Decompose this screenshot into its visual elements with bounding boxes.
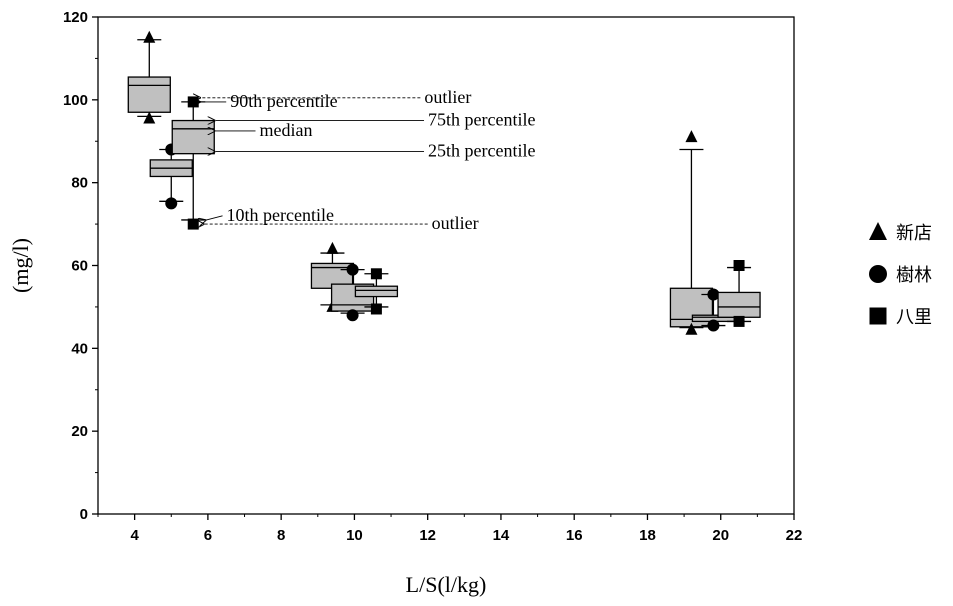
legend-label: 樹林 bbox=[896, 265, 932, 286]
annotation-label: 10th percentile bbox=[227, 205, 334, 225]
y-axis-title: (mg/l) bbox=[8, 238, 33, 293]
annotation-label: 75th percentile bbox=[428, 110, 535, 130]
outlier-triangle bbox=[326, 241, 339, 254]
box-square bbox=[717, 260, 761, 327]
annotation: 10th percentile bbox=[207, 205, 334, 225]
outlier-circle bbox=[707, 319, 720, 332]
outlier-triangle bbox=[143, 111, 156, 124]
outlier-square bbox=[370, 303, 382, 315]
annotation-arrow bbox=[207, 215, 223, 220]
x-tick-label: 10 bbox=[346, 527, 363, 544]
legend-item: 新店 bbox=[869, 222, 932, 244]
legend-marker-square bbox=[869, 307, 887, 325]
outlier-square bbox=[187, 96, 199, 108]
outlier-square bbox=[187, 218, 199, 230]
y-tick-label: 0 bbox=[80, 506, 88, 523]
x-tick-label: 20 bbox=[712, 527, 729, 544]
outlier-triangle bbox=[685, 130, 698, 143]
outlier-circle bbox=[707, 288, 720, 301]
annotations: 90th percentile outlier 75th percentile med… bbox=[201, 87, 535, 233]
outlier-square bbox=[733, 315, 745, 327]
x-tick-label: 18 bbox=[639, 527, 656, 544]
x-tick-label: 16 bbox=[566, 527, 583, 544]
legend-item: 樹林 bbox=[869, 265, 932, 286]
annotation-label: 90th percentile bbox=[230, 91, 337, 111]
x-tick-label: 22 bbox=[786, 527, 803, 544]
annotation: outlier bbox=[205, 213, 479, 233]
x-tick-label: 14 bbox=[493, 527, 510, 544]
y-tick-label: 60 bbox=[71, 258, 88, 275]
legend-item: 八里 bbox=[869, 307, 932, 328]
legend-marker-triangle bbox=[869, 222, 887, 240]
annotation-label: median bbox=[260, 120, 313, 140]
y-tick-label: 80 bbox=[71, 175, 88, 192]
outlier-circle bbox=[346, 309, 359, 322]
x-tick-label: 6 bbox=[204, 527, 212, 544]
y-tick-label: 20 bbox=[71, 423, 88, 440]
y-tick-label: 100 bbox=[63, 92, 88, 109]
annotation-label: outlier bbox=[432, 213, 479, 233]
annotation: 75th percentile bbox=[216, 110, 535, 130]
box-iqr bbox=[171, 119, 215, 155]
y-tick-label: 40 bbox=[71, 340, 88, 357]
legend-label: 新店 bbox=[896, 223, 932, 244]
box-triangle bbox=[127, 30, 171, 124]
x-axis-title: L/S(l/kg) bbox=[406, 572, 487, 597]
outlier-square bbox=[370, 268, 382, 280]
axes: 0 20 40 60 80 100 120 4 6 8 10 12 14 16 18 20 22 bbox=[63, 9, 802, 544]
annotation-label: outlier bbox=[424, 87, 471, 107]
legend-label: 八里 bbox=[896, 307, 932, 328]
annotation: outlier bbox=[201, 87, 471, 107]
x-tick-label: 4 bbox=[130, 527, 139, 544]
annotation-label: 25th percentile bbox=[428, 141, 535, 161]
x-tick-label: 12 bbox=[419, 527, 436, 544]
box-plots bbox=[127, 30, 761, 335]
box-square bbox=[354, 268, 399, 315]
legend-marker-circle bbox=[869, 265, 887, 283]
y-tick-label: 120 bbox=[63, 9, 88, 26]
box-iqr bbox=[354, 285, 399, 298]
annotation: 90th percentile bbox=[201, 91, 338, 111]
box-triangle bbox=[669, 130, 714, 335]
box-iqr bbox=[127, 76, 171, 113]
outlier-triangle bbox=[685, 322, 698, 335]
annotation: median bbox=[216, 120, 313, 140]
outlier-square bbox=[733, 260, 745, 271]
annotation: 25th percentile bbox=[216, 141, 535, 161]
outlier-circle bbox=[346, 263, 359, 276]
outlier-triangle bbox=[143, 30, 156, 43]
x-tick-label: 8 bbox=[277, 527, 285, 544]
box-iqr bbox=[717, 291, 761, 318]
outlier-circle bbox=[165, 197, 178, 210]
